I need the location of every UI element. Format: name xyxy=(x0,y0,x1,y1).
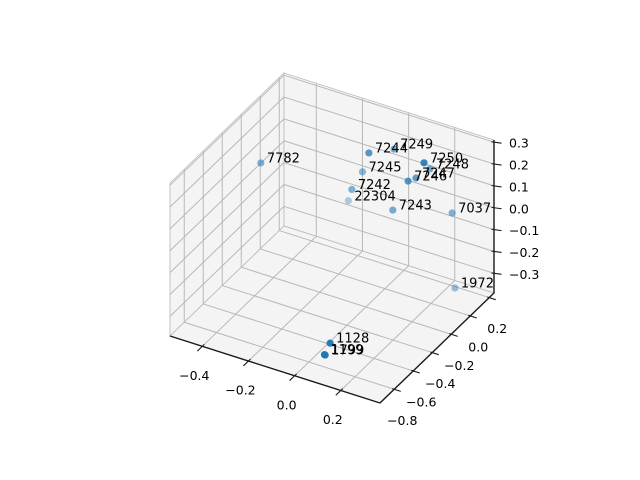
x-tick-mark xyxy=(289,373,298,381)
x-axis-line xyxy=(169,335,381,404)
z-tick-mark xyxy=(491,141,502,144)
y-tick-mark xyxy=(487,296,496,301)
data-point xyxy=(420,159,428,167)
data-point xyxy=(365,149,373,157)
point-label: 7248 xyxy=(436,157,469,172)
z-grid-line xyxy=(169,118,285,230)
y-grid-line xyxy=(222,285,433,354)
point-label: 7244 xyxy=(375,141,408,156)
data-point xyxy=(451,284,459,292)
z-tick-label: −0.2 xyxy=(509,245,539,260)
y-grid-line xyxy=(260,248,471,317)
point-label: 7037 xyxy=(458,201,491,216)
z-grid-line xyxy=(169,184,285,295)
z-tick-mark xyxy=(491,163,502,166)
z-grid-line xyxy=(283,96,495,165)
z-grid-line xyxy=(283,205,495,274)
y-tick-mark xyxy=(449,333,458,337)
z-tick-label: 0.0 xyxy=(509,201,529,216)
point-label: 7246 xyxy=(414,170,447,185)
z-grid-line xyxy=(169,96,285,208)
x-grid-line xyxy=(340,280,456,391)
z-tick-label: 0.3 xyxy=(509,136,529,151)
z-grid-line xyxy=(169,140,285,252)
z-grid-line xyxy=(169,74,285,186)
x-grid-line xyxy=(294,265,409,377)
z-grid-line xyxy=(283,74,495,143)
y-axis-line xyxy=(379,292,495,404)
point-label: 1799 xyxy=(331,344,364,359)
z-tick-label: 0.2 xyxy=(509,158,529,173)
data-point xyxy=(358,168,367,176)
point-label: 7250 xyxy=(430,151,463,166)
z-grid-line xyxy=(283,183,495,252)
data-point xyxy=(448,209,456,217)
z-grid-line xyxy=(283,140,495,209)
z-grid-line xyxy=(169,205,285,317)
point-label: 7245 xyxy=(368,160,401,175)
point-label: 22304 xyxy=(354,189,395,204)
x-tick-mark xyxy=(196,344,205,352)
z-tick-label: 0.1 xyxy=(509,179,529,194)
data-point xyxy=(257,159,265,167)
x-grid-line xyxy=(248,250,363,362)
point-label: 1972 xyxy=(461,276,494,291)
y-tick-label: −0.8 xyxy=(387,413,417,428)
point-label: 7242 xyxy=(358,178,391,193)
z-tick-label: −0.1 xyxy=(509,223,539,238)
z-tick-mark xyxy=(491,184,502,188)
y-tick-mark xyxy=(392,388,401,392)
z-tick-label: −0.3 xyxy=(509,267,539,282)
data-point xyxy=(390,145,398,153)
data-point xyxy=(412,174,420,182)
z-grid-line xyxy=(169,162,285,273)
x-tick-label: 0.0 xyxy=(277,397,297,412)
point-label: 7249 xyxy=(400,138,433,153)
y-tick-label: 0.0 xyxy=(468,339,488,354)
y-tick-mark xyxy=(430,351,439,356)
data-point xyxy=(326,339,334,347)
x-grid-line xyxy=(201,235,317,347)
x-tick-mark xyxy=(335,388,344,396)
x-tick-label: −0.2 xyxy=(225,383,255,398)
data-point xyxy=(426,165,434,173)
data-point xyxy=(348,185,356,194)
z-tick-mark xyxy=(491,250,502,254)
z-tick-mark xyxy=(491,228,502,232)
y-grid-line xyxy=(203,303,414,372)
y-grid-line xyxy=(279,230,490,299)
y-tick-mark xyxy=(468,314,477,319)
x-tick-label: −0.4 xyxy=(179,368,209,383)
y-grid-line xyxy=(241,266,452,335)
data-point xyxy=(404,177,412,185)
y-tick-label: −0.2 xyxy=(444,358,474,373)
x-tick-label: 0.2 xyxy=(323,412,343,427)
z-tick-mark xyxy=(491,272,502,275)
data-point xyxy=(389,206,397,214)
y-tick-label: −0.4 xyxy=(425,376,455,391)
point-label: 7243 xyxy=(399,199,432,214)
point-label: 1199 xyxy=(330,343,363,358)
x-tick-mark xyxy=(243,358,251,367)
y-tick-label: −0.6 xyxy=(406,394,436,409)
z-tick-mark xyxy=(491,206,502,210)
y-tick-mark xyxy=(411,369,420,374)
point-label: 1128 xyxy=(336,332,369,347)
z-grid-line xyxy=(283,118,495,187)
data-point xyxy=(321,351,329,359)
y-tick-label: 0.2 xyxy=(487,321,507,336)
y-grid-line xyxy=(184,321,395,390)
z-grid-line xyxy=(283,162,495,231)
point-label: 7782 xyxy=(267,151,300,166)
data-point xyxy=(344,197,352,205)
point-label: 7247 xyxy=(422,167,455,182)
